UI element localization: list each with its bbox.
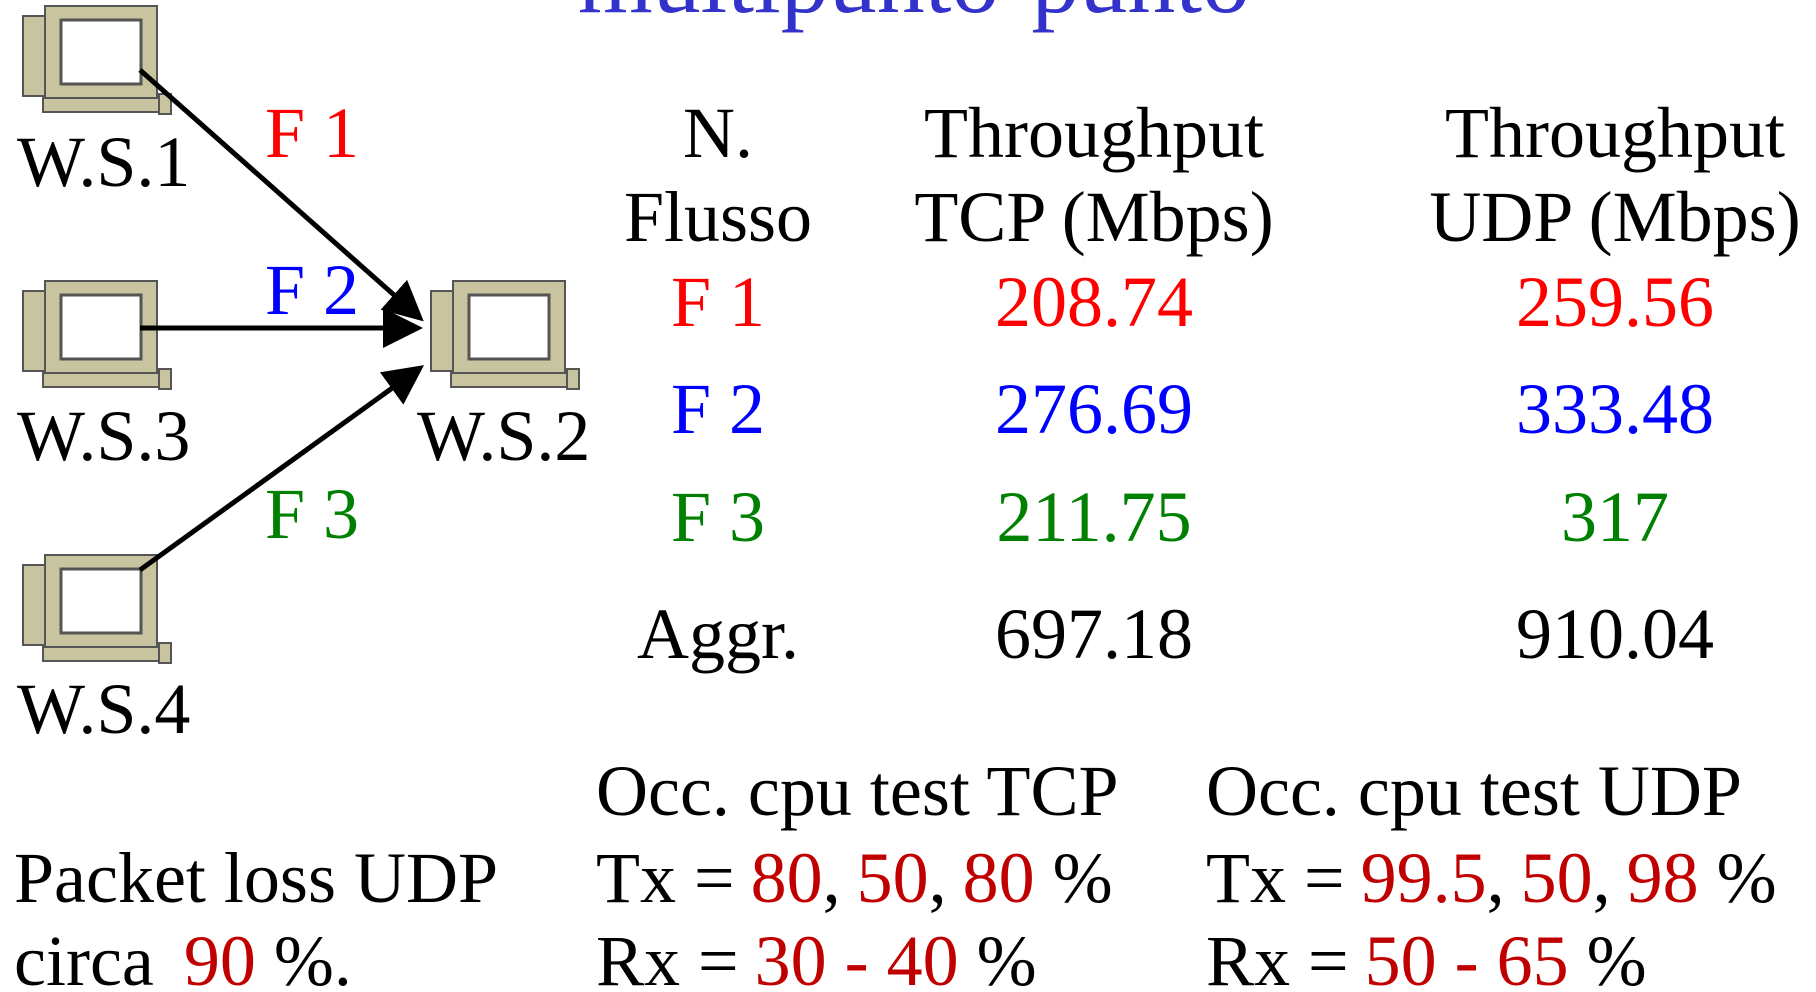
label: Rx = <box>1206 921 1349 992</box>
table-cell: 259.56 <box>1516 262 1714 342</box>
computer-icon <box>431 281 579 389</box>
table-header: Throughput <box>1445 93 1785 173</box>
table-header: TCP (Mbps) <box>914 177 1273 257</box>
value: 50 <box>857 838 929 918</box>
cpu-title: Occ. cpu test UDP <box>1206 751 1742 831</box>
value: 90 <box>184 921 256 992</box>
separator: , <box>823 838 841 918</box>
label: Tx = <box>596 838 735 918</box>
separator: , <box>929 838 947 918</box>
computer-icon <box>23 6 171 114</box>
cpu-rx: Rx =30 - 40% <box>596 921 1037 992</box>
value: 50 <box>1521 838 1593 918</box>
computer-icon <box>23 281 171 389</box>
flow-label: F 2 <box>265 250 359 330</box>
table-cell: F 2 <box>671 369 765 449</box>
label: Tx = <box>1206 838 1345 918</box>
table-header: Flusso <box>624 177 812 257</box>
node-label: W.S.2 <box>417 396 590 476</box>
table-cell: F 1 <box>671 262 765 342</box>
table-cell: 211.75 <box>996 477 1191 557</box>
node-label: W.S.1 <box>17 122 190 202</box>
unit: % <box>1587 921 1647 992</box>
cpu-tx: Tx =80,50,80% <box>596 838 1113 918</box>
cpu-title: Occ. cpu test TCP <box>596 751 1119 831</box>
cpu-tx: Tx =99.5,50,98% <box>1206 838 1777 918</box>
separator: , <box>1487 838 1505 918</box>
unit: % <box>1717 838 1777 918</box>
unit: % <box>977 921 1037 992</box>
separator: , <box>1593 838 1611 918</box>
table-cell: 697.18 <box>995 594 1193 674</box>
table-cell: 333.48 <box>1516 369 1714 449</box>
value: 80 <box>751 838 823 918</box>
computer-icon <box>23 555 171 663</box>
packet-loss: Packet loss UDP <box>14 838 498 918</box>
value: 99.5 <box>1361 838 1487 918</box>
table-cell: 910.04 <box>1516 594 1714 674</box>
table-header: Throughput <box>924 93 1264 173</box>
slide: multipunto-punto W.S.1 W.S.3 W.S.4 W.S.2… <box>0 0 1816 992</box>
slide-title: multipunto-punto <box>578 0 1250 33</box>
table-cell: Aggr. <box>637 594 799 674</box>
cpu-rx: Rx =50 - 65% <box>1206 921 1647 992</box>
table-header: N. <box>683 93 753 173</box>
packet-loss: circa 90%. <box>14 921 352 992</box>
flow-label: F 3 <box>265 474 359 554</box>
value: 80 <box>963 838 1035 918</box>
label: Rx = <box>596 921 739 992</box>
node-label: W.S.3 <box>17 396 190 476</box>
value: 50 - 65 <box>1365 921 1569 992</box>
node-label: W.S.4 <box>17 669 190 749</box>
label: circa <box>14 921 154 992</box>
table-cell: F 3 <box>671 477 765 557</box>
flow-label: F 1 <box>265 93 359 173</box>
value: 30 - 40 <box>755 921 959 992</box>
unit: %. <box>274 921 352 992</box>
unit: % <box>1053 838 1113 918</box>
table-header: UDP (Mbps) <box>1429 177 1800 257</box>
table-cell: 208.74 <box>995 262 1193 342</box>
table-cell: 276.69 <box>995 369 1193 449</box>
value: 98 <box>1627 838 1699 918</box>
table-cell: 317 <box>1561 477 1669 557</box>
